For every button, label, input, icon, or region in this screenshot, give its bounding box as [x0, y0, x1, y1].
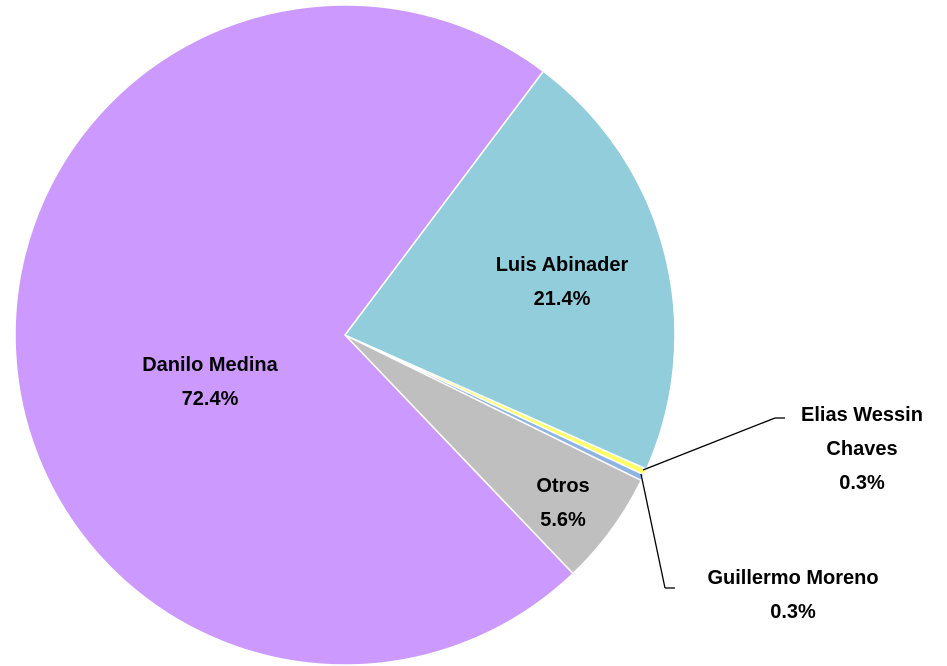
slice-label: Luis Abinader 21.4%: [462, 248, 662, 316]
slice-label: Otros 5.6%: [503, 469, 623, 537]
value-label: 0.3%: [770, 601, 816, 623]
category-label: Elias Wessin Chaves: [801, 404, 923, 460]
pie-slice: [14, 4, 575, 666]
value-label: 0.3%: [839, 472, 885, 494]
category-label: Danilo Medina: [142, 354, 278, 376]
slice-label: Danilo Medina 72.4%: [110, 348, 310, 416]
category-label: Luis Abinader: [495, 254, 629, 276]
slice-label: Elias Wessin Chaves 0.3%: [782, 398, 942, 500]
value-label: 21.4%: [533, 288, 591, 310]
category-label: Otros: [536, 475, 590, 497]
pie-slice: [343, 70, 676, 471]
leader-line: [642, 417, 776, 471]
slice-label: Guillermo Moreno 0.3%: [673, 561, 913, 629]
leader-line: [640, 473, 666, 589]
value-label: 5.6%: [540, 509, 586, 531]
value-label: 72.4%: [181, 388, 239, 410]
category-label: Guillermo Moreno: [707, 567, 879, 589]
